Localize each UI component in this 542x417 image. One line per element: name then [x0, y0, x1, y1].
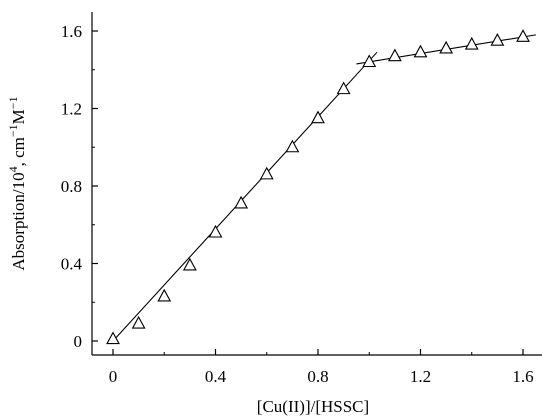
fit-lines — [112, 34, 536, 342]
y-tick-label: 0.8 — [61, 177, 82, 196]
x-tick-label: 1.6 — [512, 367, 533, 386]
y-axis-title-exp1: 4 — [6, 166, 20, 172]
y-axis-title-exp3: −1 — [6, 96, 20, 109]
y-axis-title-tail: M — [9, 109, 28, 124]
x-tick-label: 1.2 — [410, 367, 431, 386]
data-point — [208, 224, 223, 238]
data-point — [131, 315, 146, 329]
data-point — [157, 288, 172, 302]
data-point — [285, 139, 300, 153]
data-point — [464, 36, 479, 50]
data-point — [182, 257, 197, 271]
y-axis-title-base: Absorption/10 — [9, 172, 28, 270]
data-markers — [106, 29, 530, 345]
y-ticks: 0 0.4 0.8 1.2 1.6 — [61, 22, 98, 351]
data-point — [106, 331, 120, 345]
x-ticks: 0 0.4 0.8 1.2 1.6 — [109, 349, 534, 386]
y-tick-label: 0 — [74, 332, 83, 351]
y-tick-label: 1.6 — [61, 22, 82, 41]
y-tick-label: 0.4 — [61, 255, 83, 274]
y-tick-label: 1.2 — [61, 100, 82, 119]
y-axis-title: Absorption/104, cm−1M−1 — [6, 96, 28, 270]
y-axis-title-mid: , cm — [9, 137, 28, 166]
data-point — [516, 29, 530, 42]
data-point — [362, 54, 377, 68]
data-point — [234, 195, 249, 209]
data-point — [311, 110, 325, 124]
fit-line — [112, 51, 378, 342]
data-point — [413, 44, 428, 58]
data-point — [387, 48, 402, 62]
x-axis-title: [Cu(II)]/[HSSC] — [257, 397, 369, 416]
x-tick-label: 0.4 — [205, 367, 227, 386]
x-tick-label: 0 — [109, 367, 118, 386]
plot-area: 0 0.4 0.8 1.2 1.6 0 0.4 0.8 1.2 1.6 — [61, 12, 542, 386]
data-point — [259, 166, 274, 180]
x-tick-label: 0.8 — [307, 367, 328, 386]
data-point — [336, 81, 351, 95]
data-point — [439, 40, 454, 54]
data-point — [490, 33, 505, 46]
y-axis-title-exp2: −1 — [6, 124, 20, 137]
